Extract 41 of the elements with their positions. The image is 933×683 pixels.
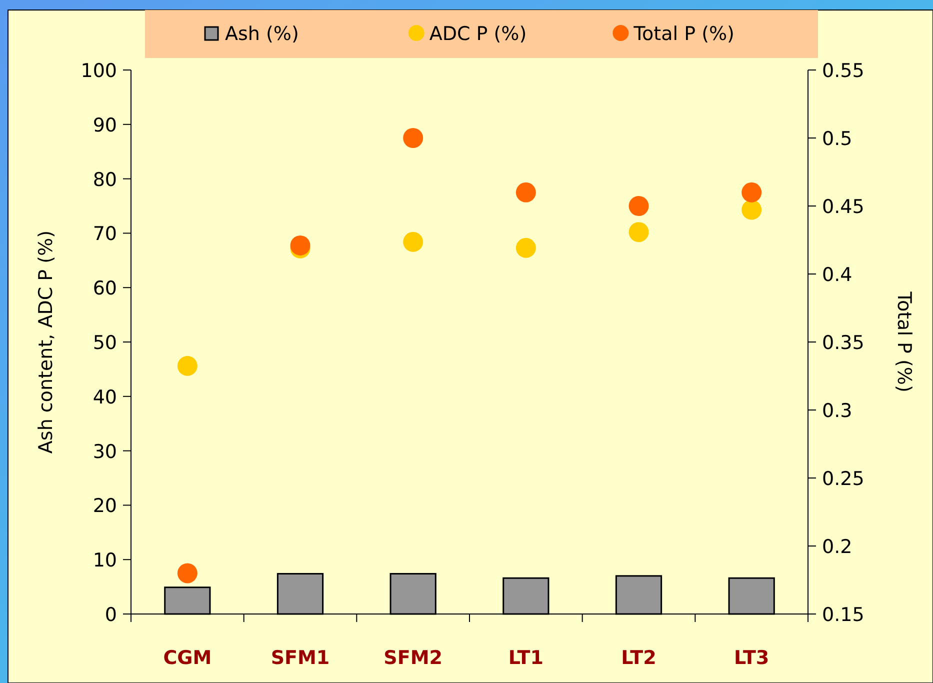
x-tick-label: CGM: [163, 647, 212, 669]
x-tick-label: SFM2: [384, 647, 442, 669]
y2-tick-label: 0.15: [822, 604, 864, 626]
x-tick-label: LT3: [734, 647, 770, 669]
point: [516, 238, 536, 258]
point: [177, 563, 198, 584]
y2-tick-label: 0.3: [822, 400, 852, 422]
point: [742, 200, 762, 220]
y-tick-label: 60: [92, 278, 117, 300]
y-tick-label: 80: [92, 168, 117, 191]
y2-tick-label: 0.55: [822, 60, 864, 82]
y2-tick-label: 0.4: [822, 264, 852, 286]
legend-label: Ash (%): [225, 23, 299, 45]
legend-label: Total P (%): [632, 23, 734, 45]
y-tick-label: 50: [92, 332, 117, 354]
point: [628, 196, 649, 216]
y2-tick-label: 0.35: [822, 332, 864, 354]
y-tick-label: 0: [104, 604, 117, 626]
y-tick-label: 70: [92, 223, 117, 246]
y2-axis-title: Total P (%): [893, 290, 915, 392]
point: [403, 128, 424, 148]
y-tick-label: 10: [92, 550, 117, 572]
y2-tick-label: 0.5: [822, 128, 852, 150]
y2-tick-label: 0.2: [822, 536, 852, 558]
x-tick-label: LT1: [508, 647, 544, 669]
x-tick-label: SFM1: [270, 647, 330, 669]
point: [628, 222, 649, 242]
y-tick-label: 30: [92, 440, 117, 463]
y-tick-label: 20: [92, 495, 117, 518]
y2-tick-label: 0.45: [822, 196, 864, 218]
y2-tick-label: 0.25: [822, 468, 864, 490]
point: [742, 182, 762, 202]
point: [516, 182, 536, 202]
x-tick-label: LT2: [621, 647, 656, 669]
y-tick-label: 90: [92, 114, 117, 136]
y-tick-label: 100: [80, 60, 117, 82]
y-tick-label: 40: [92, 386, 117, 408]
point: [403, 232, 424, 252]
point: [177, 356, 198, 376]
y-axis-title: Ash content, ADC P (%): [35, 230, 57, 454]
legend-label: ADC P (%): [429, 23, 527, 45]
